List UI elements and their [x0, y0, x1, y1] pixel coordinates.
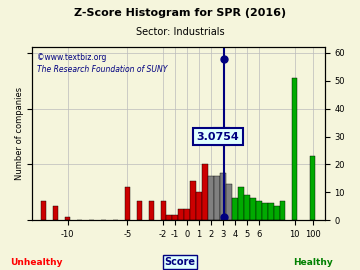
Bar [310, 156, 315, 220]
Bar [256, 201, 262, 220]
Text: ©www.textbiz.org: ©www.textbiz.org [37, 53, 107, 62]
Text: Healthy: Healthy [293, 258, 333, 267]
Bar [136, 201, 142, 220]
Bar [197, 192, 202, 220]
Bar [220, 173, 226, 220]
Text: Sector: Industrials: Sector: Industrials [136, 27, 224, 37]
Bar [238, 187, 244, 220]
Bar [125, 187, 130, 220]
Bar [202, 164, 208, 220]
Bar [274, 206, 279, 220]
Bar [65, 217, 70, 220]
Y-axis label: Number of companies: Number of companies [15, 87, 24, 180]
Bar [190, 181, 196, 220]
Bar [53, 206, 58, 220]
Bar [208, 176, 214, 220]
Bar [41, 201, 46, 220]
Bar [244, 195, 249, 220]
Text: Z-Score Histogram for SPR (2016): Z-Score Histogram for SPR (2016) [74, 8, 286, 18]
Bar [172, 214, 178, 220]
Text: Unhealthy: Unhealthy [10, 258, 62, 267]
Bar [161, 201, 166, 220]
Bar [214, 176, 220, 220]
Bar [280, 201, 285, 220]
Bar [268, 203, 274, 220]
Bar [166, 214, 172, 220]
Bar [262, 203, 267, 220]
Bar [179, 209, 184, 220]
Text: Score: Score [165, 257, 195, 267]
Bar [149, 201, 154, 220]
Text: The Research Foundation of SUNY: The Research Foundation of SUNY [37, 65, 168, 74]
Bar [184, 209, 190, 220]
Bar [226, 184, 232, 220]
Bar [232, 198, 238, 220]
Bar [250, 198, 256, 220]
Text: 3.0754: 3.0754 [197, 131, 239, 141]
Bar [292, 78, 297, 220]
